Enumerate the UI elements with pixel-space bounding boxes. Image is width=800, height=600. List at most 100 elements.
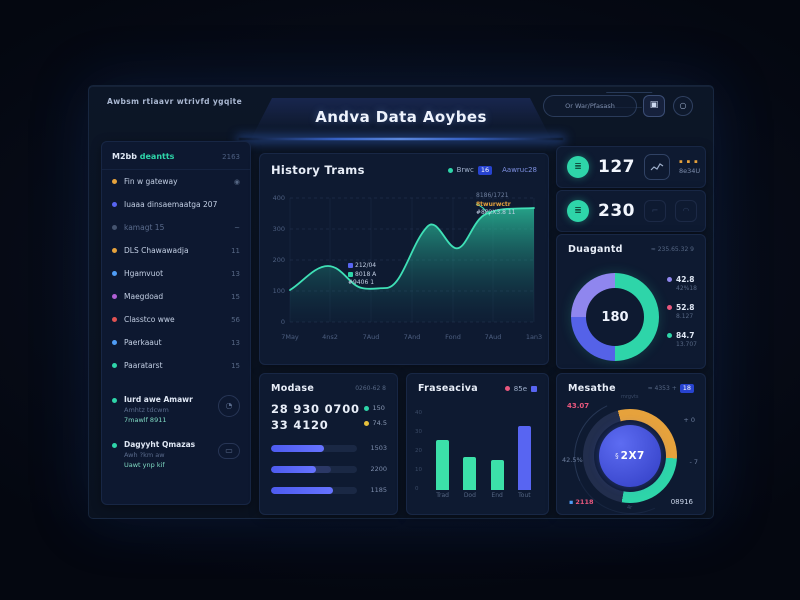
donut-title: Duagantd [568, 244, 623, 255]
gauge-center: § 2X7 [599, 425, 661, 487]
sidebar-item-8[interactable]: Paaratarst 15 [102, 354, 250, 377]
donut-legend: 42.8 42%18 52.8 8.127 84.7 13.707 [667, 275, 697, 359]
modase-legend: 150 74.5 [363, 404, 387, 434]
donut-legend-item: 84.7 13.707 [667, 331, 697, 348]
gauge-icon: ◔ [218, 395, 240, 417]
search-input[interactable]: Or War/Pfasash [543, 95, 637, 117]
progress-fill [271, 444, 325, 452]
sidebar-footer-item-1[interactable]: Dagyyht Qmazas Awh ?km aw Uawt ynp kif ▭ [102, 432, 250, 477]
sidebar-item-4[interactable]: Hgamvuot 13 [102, 262, 250, 285]
status-dot [112, 443, 117, 448]
sidebar-item-2[interactable]: kamagt 15 ~ [102, 216, 250, 239]
mini-chart-button[interactable] [644, 154, 670, 180]
progress-fill [271, 486, 333, 494]
bar [517, 426, 531, 490]
stat-card-230: ≣ 230 ⌐ ◠ [556, 190, 706, 232]
svg-text:400: 400 [273, 194, 285, 202]
bars-legend-item[interactable]: 85e [504, 385, 537, 393]
sidebar-item-0[interactable]: Fin w gateway ◉ [102, 170, 250, 193]
capsule-icon: ▭ [218, 443, 240, 459]
chart-tooltip: 212/04 8018 A #9406 1 [348, 262, 377, 286]
progress-row: 1503 [271, 444, 387, 452]
svg-text:200: 200 [273, 256, 285, 264]
svg-text:0: 0 [281, 318, 285, 326]
modase-big-number-2: 33 4120 [271, 418, 329, 432]
svg-text:4ns2: 4ns2 [322, 333, 338, 341]
legend-square [531, 385, 537, 392]
sidebar-item-5[interactable]: Maegdoad 15 [102, 285, 250, 308]
page-title: Andva Data Aoybes [315, 108, 487, 126]
status-dot [112, 398, 117, 403]
svg-text:7Aud: 7Aud [363, 333, 380, 341]
ghost-icon: ⌐ [644, 200, 666, 222]
fraseaciva-bars-card: Fraseaciva 85e 40 30 20 10 0 [406, 373, 549, 515]
modase-card: Modase 0260-62 8 28 930 0700 33 4120 150… [259, 373, 398, 515]
footer-item-lines: Iurd awe Amawr Amhtz tdcwm 7mawlf 8911 [124, 395, 193, 424]
legend-dot [667, 305, 672, 310]
user-profile-button[interactable]: ○ [673, 96, 693, 116]
green-chip [348, 271, 353, 277]
item-badge-icon: ◉ [233, 177, 240, 186]
bar [436, 440, 450, 490]
search-text: Or War/Pfasash [565, 102, 615, 110]
annotation-arrow [475, 203, 490, 216]
history-trend-card: History Trams Brwc 16 Aawruc28 [259, 153, 549, 365]
history-area-chart: 400 300 200 100 0 7May 4ns2 7Aud 7And [273, 194, 543, 341]
y-axis-labels: 400 300 200 100 0 [273, 194, 285, 326]
gauge-label-topleft: 43.07 [567, 402, 590, 410]
status-dot [112, 294, 117, 299]
stat-value: 127 [598, 157, 635, 177]
sidebar-footer-item-0[interactable]: Iurd awe Amawr Amhtz tdcwm 7mawlf 8911 ◔ [102, 387, 250, 432]
sidebar-title: M2bb deantts [112, 152, 175, 161]
sidebar-item-7[interactable]: Paerkaaut 13 [102, 331, 250, 354]
sidebar-spacer [102, 377, 250, 387]
status-dot [112, 225, 117, 230]
gauge-badge: 18 [679, 384, 694, 393]
donut-legend-item: 52.8 8.127 [667, 303, 697, 320]
trend-title: History Trams [271, 163, 365, 177]
bar-x-labels: Trad Dod End Tout [436, 492, 531, 499]
progress-row: 1185 [271, 486, 387, 494]
bar [463, 457, 477, 490]
status-dot [112, 179, 117, 184]
ghost-icon: ◠ [675, 200, 697, 222]
modase-big-number-1: 28 930 0700 [271, 402, 360, 416]
sidebar-item-3[interactable]: DLS Chawawadja 11 [102, 239, 250, 262]
gauge-title: Mesathe [568, 383, 616, 394]
svg-text:300: 300 [273, 225, 285, 233]
legend-dot [504, 386, 510, 391]
grid-icon: ▣ [649, 100, 659, 110]
list-icon: ≣ [567, 200, 589, 222]
legend-badge: 16 [477, 165, 493, 175]
svg-text:100: 100 [273, 287, 285, 295]
legend-item-aawruc[interactable]: Aawruc28 [502, 166, 537, 174]
legend-dot [447, 167, 453, 173]
gauge-label-right: - 7 [689, 458, 698, 466]
bar [490, 460, 504, 490]
header-title-plate [251, 98, 551, 139]
gauge-label-bottomright: 08916 [670, 498, 693, 506]
legend-item-brwc[interactable]: Brwc 16 [447, 165, 493, 175]
trend-legend: Brwc 16 Aawruc28 [447, 165, 537, 175]
gauge-label-bottom: 4r [627, 505, 633, 511]
sidebar-header-value: 2163 [222, 152, 240, 161]
list-icon: ≣ [567, 156, 589, 178]
duagantd-donut-card: Duagantd ≈ 235.65.32 9 180 42.8 42%18 52.… [556, 234, 706, 369]
trend-header: History Trams Brwc 16 Aawruc28 [260, 154, 548, 181]
legend-dot [667, 277, 672, 282]
sidebar-item-6[interactable]: Classtco wwe 56 [102, 308, 250, 331]
mesathe-gauge-card: Mesathe ≈ 4353 + 18 § 2X7 43.07 mrgvts +… [556, 373, 706, 531]
status-dot [112, 317, 117, 322]
gauge-label-left: 42.5% [562, 456, 583, 464]
user-icon: ○ [679, 101, 687, 110]
status-dot [112, 202, 117, 207]
sidebar-item-1[interactable]: Iuaaa dinsaemaatga 207 [102, 193, 250, 216]
svg-text:7And: 7And [404, 333, 421, 341]
svg-text:7May: 7May [281, 333, 299, 341]
modase-subvalue: 0260-62 8 [355, 385, 386, 392]
footer-item-lines: Dagyyht Qmazas Awh ?km aw Uawt ynp kif [124, 440, 196, 469]
apps-grid-button[interactable]: ▣ [643, 95, 665, 117]
legend-dot [667, 333, 672, 338]
status-dot [112, 271, 117, 276]
